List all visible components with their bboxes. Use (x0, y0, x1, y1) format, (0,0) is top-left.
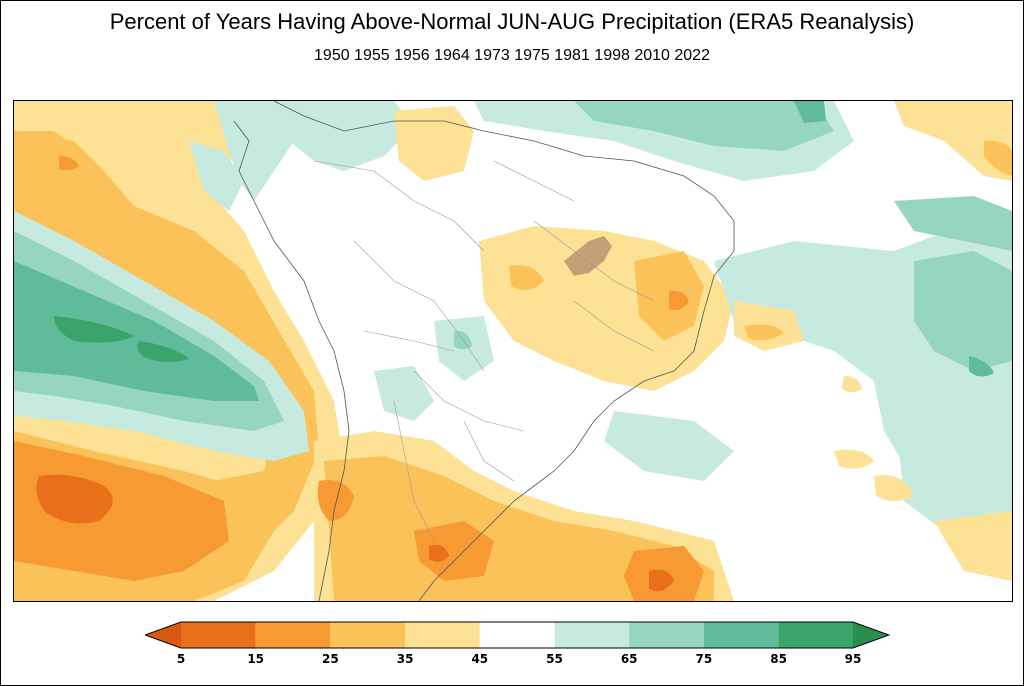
shade-75-85 (14, 261, 259, 401)
shade-35-45 (874, 475, 914, 501)
shade-15-25 (317, 480, 354, 521)
masked-region (564, 236, 612, 276)
colorbar-tick-label: 15 (247, 652, 265, 666)
colorbar-bin (181, 622, 256, 648)
shade-15-25 (414, 521, 494, 581)
colorbar-tick-label: 35 (396, 652, 414, 666)
shade-15-25 (59, 156, 79, 171)
map-title: Percent of Years Having Above-Normal JUN… (109, 9, 915, 34)
shade-35-45 (394, 106, 474, 181)
shade-65-75 (894, 196, 1012, 251)
shade-5-15 (36, 474, 113, 524)
shade-55-65 (374, 366, 434, 421)
shade-25-35 (324, 456, 714, 601)
shade-25-35 (14, 131, 94, 196)
colorbar-tick-label: 65 (620, 652, 638, 666)
colorbar-tick-label: 95 (844, 652, 862, 666)
colorbar (145, 621, 890, 649)
shade-5-15 (649, 569, 674, 592)
shade-55-65 (214, 101, 294, 201)
precipitation-map (14, 101, 1012, 601)
shade-85-95 (137, 341, 189, 363)
colorbar-tick-label: 55 (546, 652, 563, 666)
shade-55-65 (604, 411, 734, 481)
colorbar-outline (145, 621, 890, 649)
colorbar-tick-label: 45 (471, 652, 489, 666)
shade-75-85 (794, 101, 826, 123)
country-borders (313, 160, 655, 542)
shade-55-65 (274, 101, 414, 171)
shade-55-65 (189, 141, 244, 211)
shade-55-65 (894, 401, 1012, 531)
colorbar-bin (554, 622, 630, 648)
colorbar-bin (778, 622, 853, 648)
colorbar-tick-label: 85 (770, 652, 787, 666)
shade-25-35 (509, 265, 544, 290)
shade-65-75 (914, 251, 1012, 371)
shade-85-95 (54, 316, 134, 343)
shade-5-15 (429, 544, 449, 562)
colorbar-bin (255, 622, 331, 648)
shade-25-35 (744, 324, 784, 341)
colorbar-bin (479, 622, 555, 648)
shade-35-45 (834, 449, 874, 469)
coastline (233, 101, 735, 601)
colorbar-bin (629, 622, 704, 648)
colorbar-under-arrow (145, 622, 181, 648)
colorbar-tick-label: 75 (695, 652, 713, 666)
colorbar-tick-labels: 5 15 25 35 45 55 65 75 85 95 (0, 652, 1024, 672)
colorbar-bin (703, 622, 779, 648)
map-panel (13, 100, 1013, 602)
colorbar-over-arrow (853, 622, 889, 648)
shade-35-45 (934, 511, 1012, 581)
colorbar-bin (330, 622, 406, 648)
shade-75-85 (969, 356, 994, 377)
shade-15-25 (669, 290, 689, 310)
map-subtitle-years: 1950 1955 1956 1964 1973 1975 1981 1998 … (314, 47, 710, 64)
colorbar-bin (405, 622, 480, 648)
colorbar-tick-label: 25 (322, 652, 339, 666)
shade-35-45 (842, 376, 862, 393)
shade-65-75 (574, 101, 834, 151)
shade-35-45 (894, 101, 1012, 181)
shade-25-35 (984, 140, 1012, 176)
colorbar-tick-label: 5 (176, 652, 186, 666)
